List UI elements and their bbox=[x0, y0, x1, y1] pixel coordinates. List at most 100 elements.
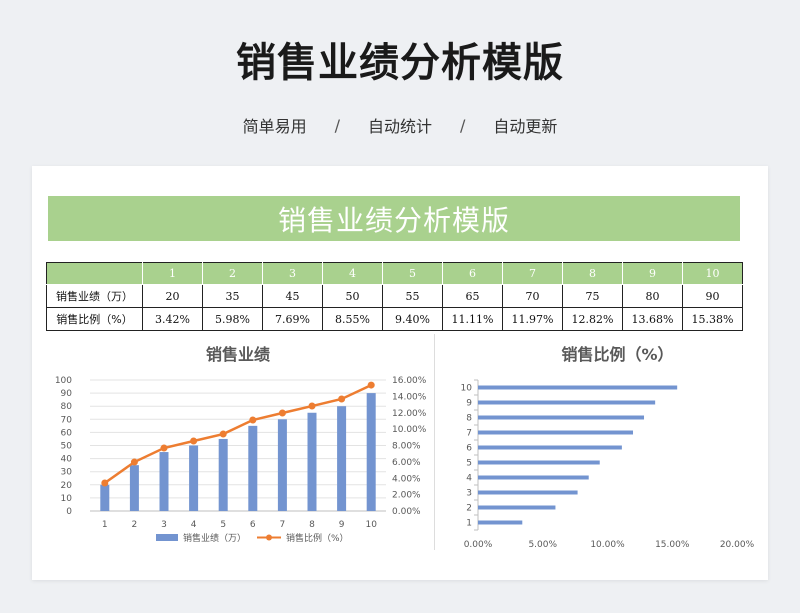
bar bbox=[478, 475, 589, 480]
table-header-cell[interactable]: 8 bbox=[562, 262, 623, 285]
table-header-row: 1 2 3 4 5 6 7 8 9 10 bbox=[46, 262, 743, 285]
table-cell[interactable]: 55 bbox=[382, 284, 443, 308]
y-tick-label: 4 bbox=[466, 474, 472, 484]
x-tick-label: 5 bbox=[220, 520, 226, 530]
y-tick-label: 8 bbox=[466, 414, 472, 424]
y-tick-label: 100 bbox=[55, 376, 72, 386]
table-cell[interactable]: 75 bbox=[562, 284, 623, 308]
table-cell[interactable]: 13.68% bbox=[622, 307, 683, 331]
bar bbox=[337, 406, 347, 511]
y-tick-label: 3 bbox=[466, 489, 472, 499]
bar bbox=[478, 505, 556, 510]
y-tick-label: 7 bbox=[466, 429, 472, 439]
page-title: 销售业绩分析模版 bbox=[236, 40, 564, 86]
subtitle: 简单易用 / 自动统计 / 自动更新 bbox=[0, 113, 800, 137]
x-tick-label: 8 bbox=[309, 520, 315, 530]
x-tick-label: 3 bbox=[161, 520, 167, 530]
bar bbox=[129, 465, 139, 511]
x-tick-label: 10 bbox=[365, 520, 377, 530]
table-cell[interactable]: 65 bbox=[442, 284, 503, 308]
table-cell[interactable]: 50 bbox=[322, 284, 383, 308]
line-point bbox=[190, 437, 198, 445]
bar bbox=[248, 425, 258, 511]
line-point bbox=[160, 444, 168, 452]
series-line bbox=[104, 383, 372, 485]
x-tick-label: 2 bbox=[132, 520, 138, 530]
y-tick-label: 10 bbox=[461, 384, 473, 394]
table-cell[interactable]: 70 bbox=[502, 284, 563, 308]
x-tick-label: 20.00% bbox=[720, 540, 755, 550]
table-cell[interactable]: 90 bbox=[682, 284, 743, 308]
bar bbox=[478, 520, 523, 525]
table-header-cell[interactable]: 9 bbox=[622, 262, 683, 285]
table-cell[interactable]: 35 bbox=[202, 284, 263, 308]
line-point bbox=[308, 402, 316, 410]
y2-tick-label: 16.00% bbox=[392, 376, 426, 386]
bar bbox=[478, 490, 578, 495]
x-tick-label: 6 bbox=[250, 520, 256, 530]
table-cell[interactable]: 20 bbox=[142, 284, 203, 308]
line-point bbox=[338, 395, 346, 403]
table-cell[interactable]: 11.11% bbox=[442, 307, 503, 331]
legend-line-marker bbox=[266, 534, 272, 541]
y2-tick-label: 4.00% bbox=[392, 474, 421, 484]
table-row-label[interactable]: 销售业绩（万） bbox=[46, 284, 143, 308]
y-tick-label: 10 bbox=[61, 494, 73, 504]
bar bbox=[277, 419, 287, 511]
table-header-cell[interactable]: 3 bbox=[262, 262, 323, 285]
y-tick-label: 1 bbox=[466, 519, 472, 529]
bar bbox=[307, 412, 317, 511]
chart-title: 销售比例（%） bbox=[561, 345, 673, 364]
table-cell[interactable]: 3.42% bbox=[142, 307, 203, 331]
bar bbox=[218, 438, 228, 511]
sales-table: 1 2 3 4 5 6 7 8 9 10 销售业绩（万） 20 35 45 50… bbox=[46, 262, 743, 331]
table-row: 销售比例（%） 3.42% 5.98% 7.69% 8.55% 9.40% 11… bbox=[46, 307, 743, 331]
bar bbox=[159, 452, 169, 511]
y2-tick-label: 2.00% bbox=[392, 491, 421, 501]
y-tick-label: 6 bbox=[466, 444, 472, 454]
ratio-bar-chart[interactable]: 销售比例（%） 1 2 3 4 5 6 7 8 9 10 0.00% 5.00% 10.00% 15.00%… bbox=[444, 336, 760, 558]
table-header-cell[interactable]: 6 bbox=[442, 262, 503, 285]
x-tick-label: 0.00% bbox=[464, 540, 493, 550]
chart-title: 销售业绩 bbox=[206, 345, 270, 364]
table-corner-cell bbox=[46, 262, 143, 285]
table-cell[interactable]: 15.38% bbox=[682, 307, 743, 331]
bar bbox=[478, 460, 600, 465]
table-row-label[interactable]: 销售比例（%） bbox=[46, 307, 143, 331]
table-cell[interactable]: 5.98% bbox=[202, 307, 263, 331]
line-point bbox=[249, 416, 257, 424]
subtitle-item: 简单易用 bbox=[242, 117, 307, 136]
y2-tick-label: 8.00% bbox=[392, 442, 421, 452]
y-tick-label: 80 bbox=[61, 402, 73, 412]
table-cell[interactable]: 80 bbox=[622, 284, 683, 308]
line-point bbox=[278, 409, 286, 417]
table-cell[interactable]: 9.40% bbox=[382, 307, 443, 331]
bar bbox=[478, 385, 678, 390]
y-tick-label: 90 bbox=[61, 389, 73, 399]
chart-divider bbox=[434, 334, 435, 550]
table-cell[interactable]: 8.55% bbox=[322, 307, 383, 331]
bar bbox=[100, 484, 110, 511]
table-cell[interactable]: 11.97% bbox=[502, 307, 563, 331]
subtitle-separator: / bbox=[460, 115, 466, 135]
y-tick-label: 0 bbox=[66, 507, 72, 517]
y2-tick-label: 12.00% bbox=[392, 409, 426, 419]
table-cell[interactable]: 45 bbox=[262, 284, 323, 308]
sales-combo-chart[interactable]: 销售业绩 0 10 20 30 40 50 60 70 80 90 100 0.00% 2.00% 4.00… bbox=[46, 336, 426, 558]
table-header-cell[interactable]: 7 bbox=[502, 262, 563, 285]
subtitle-separator: / bbox=[334, 115, 340, 135]
table-header-cell[interactable]: 5 bbox=[382, 262, 443, 285]
table-header-cell[interactable]: 4 bbox=[322, 262, 383, 285]
x-tick-label: 9 bbox=[339, 520, 345, 530]
x-tick-label: 7 bbox=[280, 520, 286, 530]
table-cell[interactable]: 7.69% bbox=[262, 307, 323, 331]
y-tick-label: 70 bbox=[61, 415, 73, 425]
bar bbox=[366, 393, 376, 511]
table-header-cell[interactable]: 10 bbox=[682, 262, 743, 285]
subtitle-item: 自动统计 bbox=[367, 117, 432, 136]
table-header-cell[interactable]: 2 bbox=[202, 262, 263, 285]
table-cell[interactable]: 12.82% bbox=[562, 307, 623, 331]
x-tick-label: 1 bbox=[102, 520, 108, 530]
y-tick-label: 20 bbox=[61, 481, 73, 491]
table-header-cell[interactable]: 1 bbox=[142, 262, 203, 285]
